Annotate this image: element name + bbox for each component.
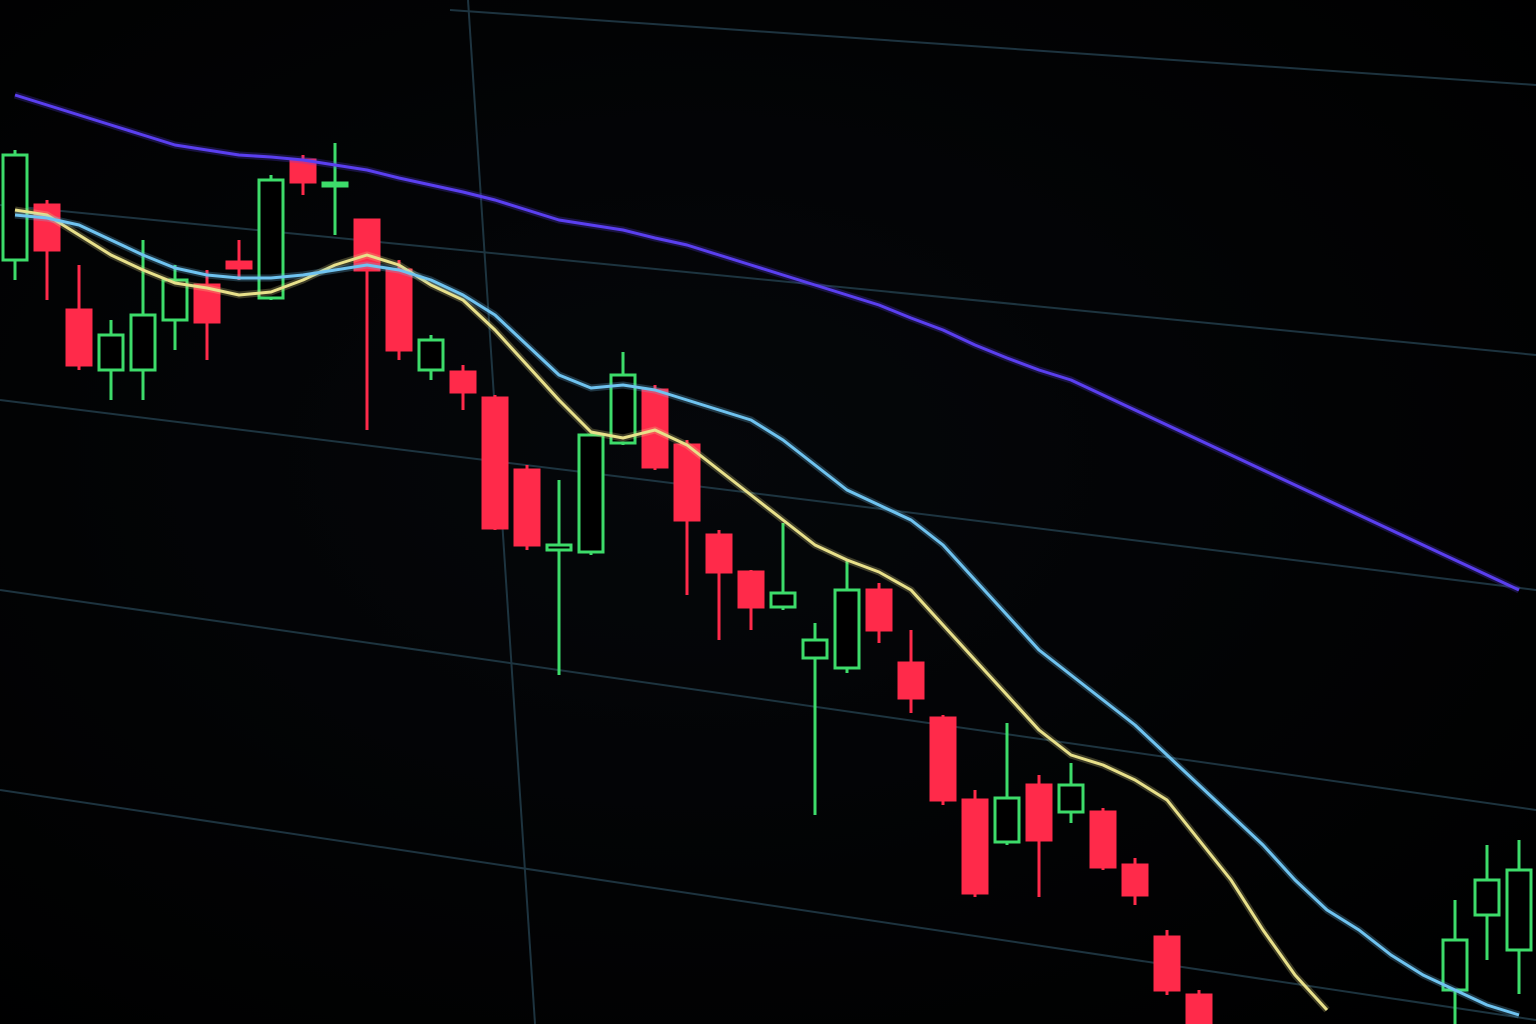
candle-body bbox=[353, 218, 381, 272]
candle-body bbox=[1441, 938, 1469, 992]
candle-body bbox=[385, 268, 413, 352]
moving-average-line bbox=[14, 208, 1329, 1012]
candle-body bbox=[705, 533, 733, 574]
candle-body bbox=[641, 388, 669, 469]
candle-body bbox=[929, 716, 957, 802]
candle-body bbox=[1473, 878, 1501, 917]
candle-body bbox=[513, 468, 541, 547]
candle-body bbox=[673, 443, 701, 522]
candle-body bbox=[993, 796, 1021, 844]
candle-body bbox=[865, 588, 893, 632]
candle-body bbox=[1089, 810, 1117, 869]
screen-line bbox=[0, 789, 1536, 1021]
candle-body bbox=[801, 638, 829, 660]
candle-body bbox=[417, 338, 445, 372]
screen-line bbox=[0, 589, 1536, 811]
candle-body bbox=[161, 278, 189, 322]
candle-body bbox=[1057, 783, 1085, 814]
screen-line bbox=[449, 9, 1536, 86]
candle-body bbox=[129, 313, 157, 372]
screen-line bbox=[0, 399, 1536, 591]
candle-body bbox=[225, 260, 253, 270]
candle-body bbox=[1, 153, 29, 262]
candle-body bbox=[1185, 993, 1213, 1024]
candle-body bbox=[897, 661, 925, 700]
candle-body bbox=[545, 543, 573, 552]
moving-average-line bbox=[14, 93, 1520, 592]
candle-body bbox=[321, 181, 349, 188]
candle-body bbox=[1121, 863, 1149, 897]
screen-line bbox=[0, 204, 1536, 356]
candle-body bbox=[481, 396, 509, 530]
candle-body bbox=[1153, 935, 1181, 992]
candle-body bbox=[1025, 783, 1053, 842]
candle-body bbox=[577, 433, 605, 554]
candle-body bbox=[961, 798, 989, 895]
candle-body bbox=[65, 308, 93, 367]
candle-body bbox=[449, 370, 477, 394]
candle-body bbox=[737, 570, 765, 609]
candle-body bbox=[769, 591, 797, 609]
candle-body bbox=[833, 588, 861, 670]
candle-body bbox=[1505, 868, 1533, 952]
candle-body bbox=[97, 333, 125, 372]
moving-average-line bbox=[14, 213, 1520, 1017]
